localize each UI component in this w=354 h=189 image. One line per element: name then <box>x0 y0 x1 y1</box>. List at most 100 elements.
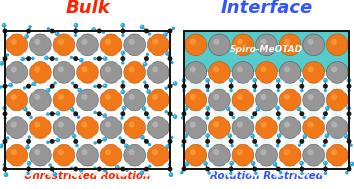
Circle shape <box>185 162 189 166</box>
Circle shape <box>232 34 254 56</box>
Circle shape <box>53 34 75 56</box>
Circle shape <box>167 29 172 33</box>
Circle shape <box>278 134 279 136</box>
Circle shape <box>29 34 51 56</box>
Circle shape <box>279 34 301 56</box>
Circle shape <box>232 89 254 111</box>
Circle shape <box>58 66 64 72</box>
Circle shape <box>120 90 125 94</box>
Circle shape <box>50 84 55 89</box>
Circle shape <box>261 122 267 128</box>
Circle shape <box>190 66 196 72</box>
Circle shape <box>299 84 304 89</box>
Circle shape <box>93 85 97 88</box>
Circle shape <box>185 144 207 166</box>
Circle shape <box>57 112 58 113</box>
Circle shape <box>53 81 57 85</box>
Circle shape <box>139 134 154 149</box>
Circle shape <box>169 172 173 177</box>
Circle shape <box>116 166 117 167</box>
Circle shape <box>284 66 290 72</box>
Circle shape <box>347 139 352 144</box>
Circle shape <box>207 107 208 108</box>
Circle shape <box>140 25 144 29</box>
Circle shape <box>346 106 351 110</box>
Circle shape <box>230 144 234 147</box>
Circle shape <box>183 79 184 80</box>
Circle shape <box>213 39 219 45</box>
Circle shape <box>144 84 149 89</box>
Circle shape <box>323 139 328 144</box>
Circle shape <box>237 39 243 45</box>
Circle shape <box>206 116 209 120</box>
Circle shape <box>55 32 59 36</box>
Circle shape <box>81 122 87 128</box>
Circle shape <box>100 144 122 166</box>
Bar <box>5 31 170 169</box>
Circle shape <box>252 167 257 171</box>
Circle shape <box>115 134 131 149</box>
Circle shape <box>77 89 98 111</box>
Circle shape <box>2 139 7 144</box>
Circle shape <box>205 167 210 171</box>
Circle shape <box>139 79 154 94</box>
Circle shape <box>163 32 168 37</box>
Circle shape <box>176 134 192 149</box>
Circle shape <box>256 144 277 166</box>
Circle shape <box>93 167 97 170</box>
Circle shape <box>190 149 196 155</box>
Circle shape <box>347 78 351 83</box>
Circle shape <box>25 145 30 149</box>
Circle shape <box>276 111 281 116</box>
Circle shape <box>124 117 145 139</box>
Circle shape <box>115 165 120 170</box>
Circle shape <box>28 25 32 29</box>
Circle shape <box>102 30 105 34</box>
Circle shape <box>326 34 348 56</box>
Circle shape <box>77 144 98 166</box>
Circle shape <box>299 139 304 144</box>
Circle shape <box>251 116 254 119</box>
Circle shape <box>229 161 234 166</box>
Circle shape <box>257 108 258 109</box>
Circle shape <box>148 32 151 36</box>
Circle shape <box>23 107 28 111</box>
Circle shape <box>34 39 40 45</box>
Circle shape <box>2 111 7 116</box>
Circle shape <box>190 122 196 128</box>
Circle shape <box>300 89 304 92</box>
Circle shape <box>162 134 178 149</box>
Circle shape <box>103 56 107 61</box>
Circle shape <box>152 149 158 155</box>
Circle shape <box>229 139 234 144</box>
Circle shape <box>247 79 262 94</box>
Circle shape <box>103 113 107 118</box>
Circle shape <box>21 51 36 66</box>
Circle shape <box>105 122 111 128</box>
Circle shape <box>167 139 172 144</box>
Circle shape <box>104 84 105 86</box>
Circle shape <box>303 89 325 111</box>
Circle shape <box>271 134 286 149</box>
Circle shape <box>206 144 209 147</box>
Circle shape <box>308 149 314 155</box>
Circle shape <box>162 106 178 121</box>
Circle shape <box>21 79 36 94</box>
Circle shape <box>6 136 10 140</box>
Circle shape <box>147 144 169 166</box>
Circle shape <box>124 34 145 56</box>
Circle shape <box>143 107 144 108</box>
Circle shape <box>205 139 210 144</box>
Circle shape <box>323 111 328 116</box>
Circle shape <box>207 171 211 175</box>
Circle shape <box>185 107 186 108</box>
Circle shape <box>152 39 158 45</box>
Circle shape <box>124 144 145 166</box>
Circle shape <box>24 34 29 39</box>
Circle shape <box>93 111 97 114</box>
Circle shape <box>73 84 78 89</box>
Circle shape <box>205 78 210 83</box>
Circle shape <box>279 117 301 139</box>
Circle shape <box>176 106 192 121</box>
Circle shape <box>185 117 207 139</box>
